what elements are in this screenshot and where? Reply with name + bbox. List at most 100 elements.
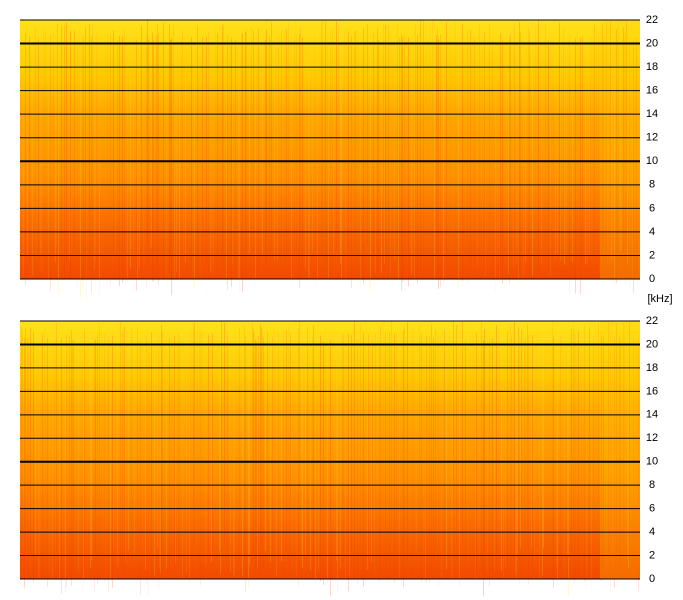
y-tick-label: 6 [649, 503, 655, 515]
spectrogram-texture [402, 326, 403, 559]
spectrogram-texture [636, 340, 637, 586]
spectrogram-texture [344, 28, 345, 265]
spectrogram-texture [452, 24, 453, 266]
spectrogram-texture [74, 30, 75, 252]
spectrogram-texture [166, 327, 167, 568]
spectrogram-texture [370, 38, 371, 291]
spectrogram-texture [113, 30, 114, 256]
spectrogram-texture [560, 36, 561, 261]
spectrogram-texture [35, 26, 36, 280]
spectrogram-texture [134, 331, 135, 559]
spectrogram-texture [363, 332, 364, 588]
spectrogram-texture [199, 321, 200, 563]
spectrogram-texture [372, 340, 373, 560]
y-tick-label: 4 [649, 226, 655, 238]
spectrogram-texture [536, 324, 537, 545]
spectrogram-texture [377, 327, 378, 563]
spectrogram-texture [301, 333, 302, 557]
spectrogram-texture [252, 322, 253, 565]
spectrogram-texture [291, 335, 292, 571]
spectrogram-texture [57, 22, 58, 261]
spectrogram-texture [414, 23, 415, 279]
spectrogram-texture [459, 332, 460, 588]
spectrogram-texture [295, 21, 296, 261]
spectrogram-texture [261, 327, 262, 552]
spectrogram-texture [564, 340, 565, 580]
spectrogram-texture [174, 29, 175, 282]
spectrogram-texture [341, 33, 342, 283]
spectrogram-texture [174, 335, 175, 574]
spectrogram-texture [227, 35, 228, 291]
y-tick-label: 14 [646, 409, 658, 421]
spectrogram-texture [189, 333, 190, 583]
spectrogram-texture [449, 35, 450, 267]
spectrogram-texture [487, 324, 488, 571]
spectrogram-image [20, 321, 640, 579]
spectrogram-texture [117, 325, 118, 567]
spectrogram-texture [151, 332, 152, 578]
spectrogram-texture [43, 28, 44, 259]
spectrogram-texture [380, 326, 381, 576]
spectrogram-texture [137, 326, 138, 579]
spectrogram-texture [541, 26, 542, 264]
spectrogram-texture [312, 20, 313, 252]
spectrogram-texture [625, 31, 626, 283]
spectrogram-texture [33, 331, 34, 582]
spectrogram-texture [64, 323, 65, 580]
spectrogram-texture [52, 333, 53, 587]
spectrogram-texture [161, 324, 162, 577]
spectrogram-texture [548, 40, 549, 269]
spectrogram-texture [330, 29, 331, 276]
spectrogram-texture [131, 329, 132, 566]
spectrogram-texture [610, 20, 611, 246]
spectrogram-texture [312, 337, 313, 581]
spectrogram-texture [327, 334, 328, 585]
spectrogram-texture [278, 34, 279, 271]
spectrogram-texture [415, 22, 416, 277]
spectrogram-texture [563, 324, 564, 561]
spectrogram-texture [589, 34, 590, 257]
spectrogram-texture [453, 321, 454, 573]
spectrogram-texture [95, 339, 96, 563]
spectrogram-texture [336, 334, 337, 562]
spectrogram-texture [99, 38, 100, 295]
spectrogram-texture [484, 329, 485, 552]
spectrogram-texture [366, 341, 367, 590]
spectrogram-texture [185, 26, 186, 263]
spectrogram-texture [426, 25, 427, 270]
y-tick-label: 22 [646, 315, 658, 327]
y-tick-label: 22 [646, 14, 658, 26]
spectrogram-texture [157, 322, 158, 550]
spectrogram-texture [452, 334, 453, 575]
spectrogram-texture [40, 28, 41, 257]
spectrogram-texture [532, 334, 533, 575]
spectrogram-panel [20, 321, 640, 598]
spectrogram-texture [179, 338, 180, 573]
spectrogram-texture [172, 30, 173, 272]
spectrogram-texture [337, 337, 338, 593]
spectrogram-texture [230, 40, 231, 263]
spectrogram-texture [160, 324, 161, 574]
spectrogram-texture [481, 323, 482, 573]
spectrogram-texture [188, 41, 189, 269]
spectrogram-texture [215, 24, 216, 249]
spectrogram-texture [61, 25, 62, 247]
spectrogram-texture [305, 325, 306, 555]
spectrogram-texture [385, 332, 386, 572]
spectrogram-texture [354, 31, 355, 252]
spectrogram-texture [210, 25, 211, 273]
spectrogram-texture [611, 35, 612, 262]
spectrogram-texture [581, 333, 582, 558]
spectrogram-texture [27, 34, 28, 257]
spectrogram-texture [157, 24, 158, 268]
spectrogram-texture [638, 339, 639, 592]
spectrogram-texture [423, 20, 424, 258]
spectrogram-texture [128, 329, 129, 551]
spectrogram-texture [476, 332, 477, 576]
spectrogram-texture [300, 28, 301, 272]
spectrogram-texture [574, 329, 575, 585]
spectrogram-texture [94, 340, 95, 592]
spectrogram-texture [81, 342, 82, 589]
spectrogram-texture [578, 330, 579, 577]
spectrogram-texture [429, 25, 430, 278]
